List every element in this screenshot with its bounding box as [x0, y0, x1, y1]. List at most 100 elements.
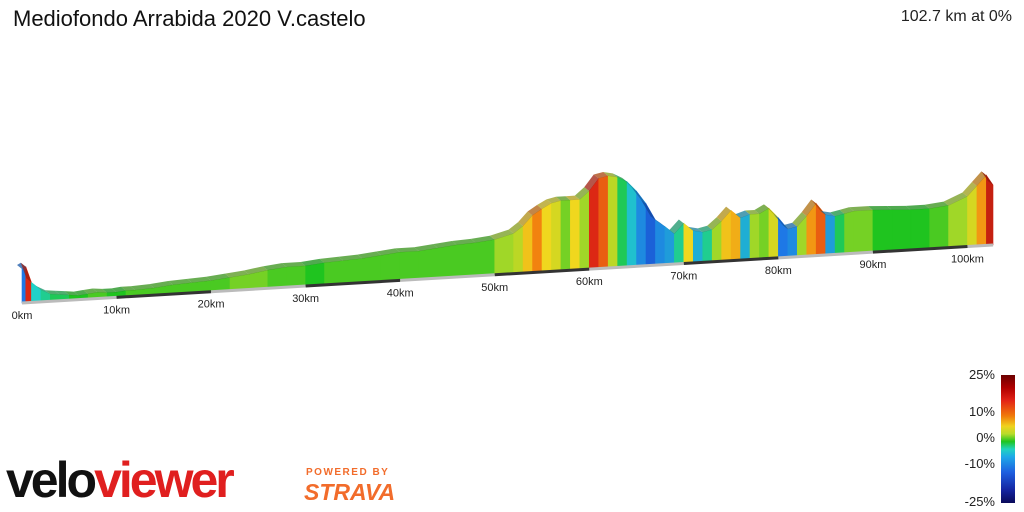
profile-segment: [513, 225, 524, 274]
elevation-profile-chart: 0km 10km 20km 30km 40km 50km 60km 70km 80km 90km 1…: [12, 171, 994, 322]
profile-segment-top: [414, 244, 439, 252]
profile-segment: [759, 207, 770, 260]
logo-viewer: viewer: [94, 452, 235, 508]
profile-faces: [21, 174, 994, 304]
x-tick-label: 30km: [292, 293, 319, 305]
profile-segment-top: [650, 216, 665, 227]
profile-segment-top: [376, 248, 401, 256]
profile-segment: [31, 281, 42, 303]
profile-segment-top: [20, 262, 32, 283]
profile-segment: [494, 233, 514, 276]
profile-segment-top: [584, 174, 599, 192]
profile-segment-top: [83, 288, 98, 295]
x-tick-label: 60km: [576, 276, 603, 288]
profile-segment: [437, 244, 458, 279]
profile-segment-top: [811, 199, 826, 215]
page-title: Mediofondo Arrabida 2020 V.castelo: [13, 6, 366, 31]
profile-segment: [588, 177, 600, 270]
legend-tick-25: 25%: [968, 367, 995, 382]
profile-segment-top: [622, 177, 637, 192]
axis-segment: [683, 256, 779, 265]
profile-segment-top: [735, 210, 751, 219]
profile-segment: [560, 199, 571, 272]
profile-segment: [267, 266, 288, 289]
profile-segment-top: [641, 199, 656, 221]
profile-segment: [967, 185, 978, 247]
profile-segment: [579, 190, 590, 270]
profile-segment-top: [565, 195, 580, 201]
profile-segment-top: [64, 291, 79, 296]
profile-segment: [844, 210, 855, 255]
profile-segment: [692, 230, 704, 264]
profile-segment-top: [121, 286, 136, 291]
profile-segment-top: [54, 290, 70, 296]
profile-segment-top: [319, 256, 344, 263]
profile-segment-top: [300, 258, 325, 267]
profile-segment-top: [688, 226, 703, 233]
profile-segment-top: [697, 225, 713, 233]
profile-segment: [815, 202, 826, 256]
profile-segment: [872, 209, 893, 253]
profile-segment-top: [168, 278, 193, 285]
profile-segment-top: [546, 196, 561, 204]
x-tick-label: 10km: [103, 304, 130, 316]
profile-segment-top: [149, 280, 174, 289]
profile-segment-top: [830, 209, 845, 217]
profile-segment-top: [943, 192, 968, 206]
profile-segment-top: [659, 222, 675, 235]
profile-segment-top: [338, 254, 363, 261]
x-tick-label: 80km: [765, 265, 792, 277]
profile-segment: [976, 174, 987, 247]
x-tick-label: 50km: [481, 282, 508, 294]
profile-segment: [343, 258, 363, 285]
profile-segment: [825, 214, 836, 256]
axis-segment: [305, 278, 401, 288]
profile-segment-top: [262, 263, 287, 271]
profile-segment-top: [707, 217, 722, 230]
legend-tick-minus10: -10%: [964, 456, 995, 471]
profile-segment: [749, 213, 760, 260]
profile-segment: [730, 210, 741, 261]
profile-segment-top: [73, 290, 89, 296]
profile-segment-top: [187, 276, 212, 283]
profile-segment-top: [820, 210, 836, 217]
profile-segment: [891, 209, 912, 252]
profile-segment: [475, 239, 496, 277]
profile-segment: [456, 242, 477, 278]
profile-segment-top: [357, 251, 382, 259]
profile-segment-top: [574, 187, 590, 200]
profile-segment-top: [678, 219, 694, 231]
profile-top-edge: [17, 171, 993, 296]
profile-segment-top: [470, 235, 495, 243]
profile-segment-top: [612, 173, 628, 182]
profile-segment-top: [867, 206, 892, 211]
profile-segment-top: [225, 270, 249, 278]
veloviewer-logo[interactable]: veloviewer: [6, 452, 235, 508]
profile-segment-top: [839, 207, 855, 214]
profile-segment: [929, 205, 949, 250]
profile-segment-top: [45, 290, 60, 295]
profile-segment-top: [971, 171, 987, 186]
profile-segment-top: [726, 206, 741, 219]
profile-segment-top: [754, 204, 769, 214]
axis-segment: [872, 245, 968, 254]
profile-segment: [324, 260, 344, 286]
axis-segment: [21, 295, 117, 305]
profile-segment-top: [555, 196, 571, 201]
x-tick-label: 20km: [198, 299, 225, 311]
legend-tick-0: 0%: [976, 430, 995, 445]
logo-velo: velo: [6, 452, 97, 508]
profile-segment-top: [603, 171, 618, 178]
profile-segment-top: [537, 199, 552, 209]
profile-segment-top: [669, 219, 684, 235]
profile-segment: [570, 199, 581, 271]
powered-by-label: POWERED BY: [306, 467, 390, 478]
x-tick-label: 100km: [951, 254, 984, 266]
strava-logo[interactable]: STRAVA: [304, 479, 396, 505]
profile-segment: [787, 226, 798, 258]
profile-segment: [986, 174, 994, 246]
x-tick-label: 0km: [12, 310, 33, 322]
profile-segment: [541, 202, 552, 273]
profile-segment-top: [782, 222, 798, 230]
distance-tick-labels: 0km 10km 20km 30km 40km 50km 60km 70km 80km 90km 1…: [12, 254, 984, 322]
